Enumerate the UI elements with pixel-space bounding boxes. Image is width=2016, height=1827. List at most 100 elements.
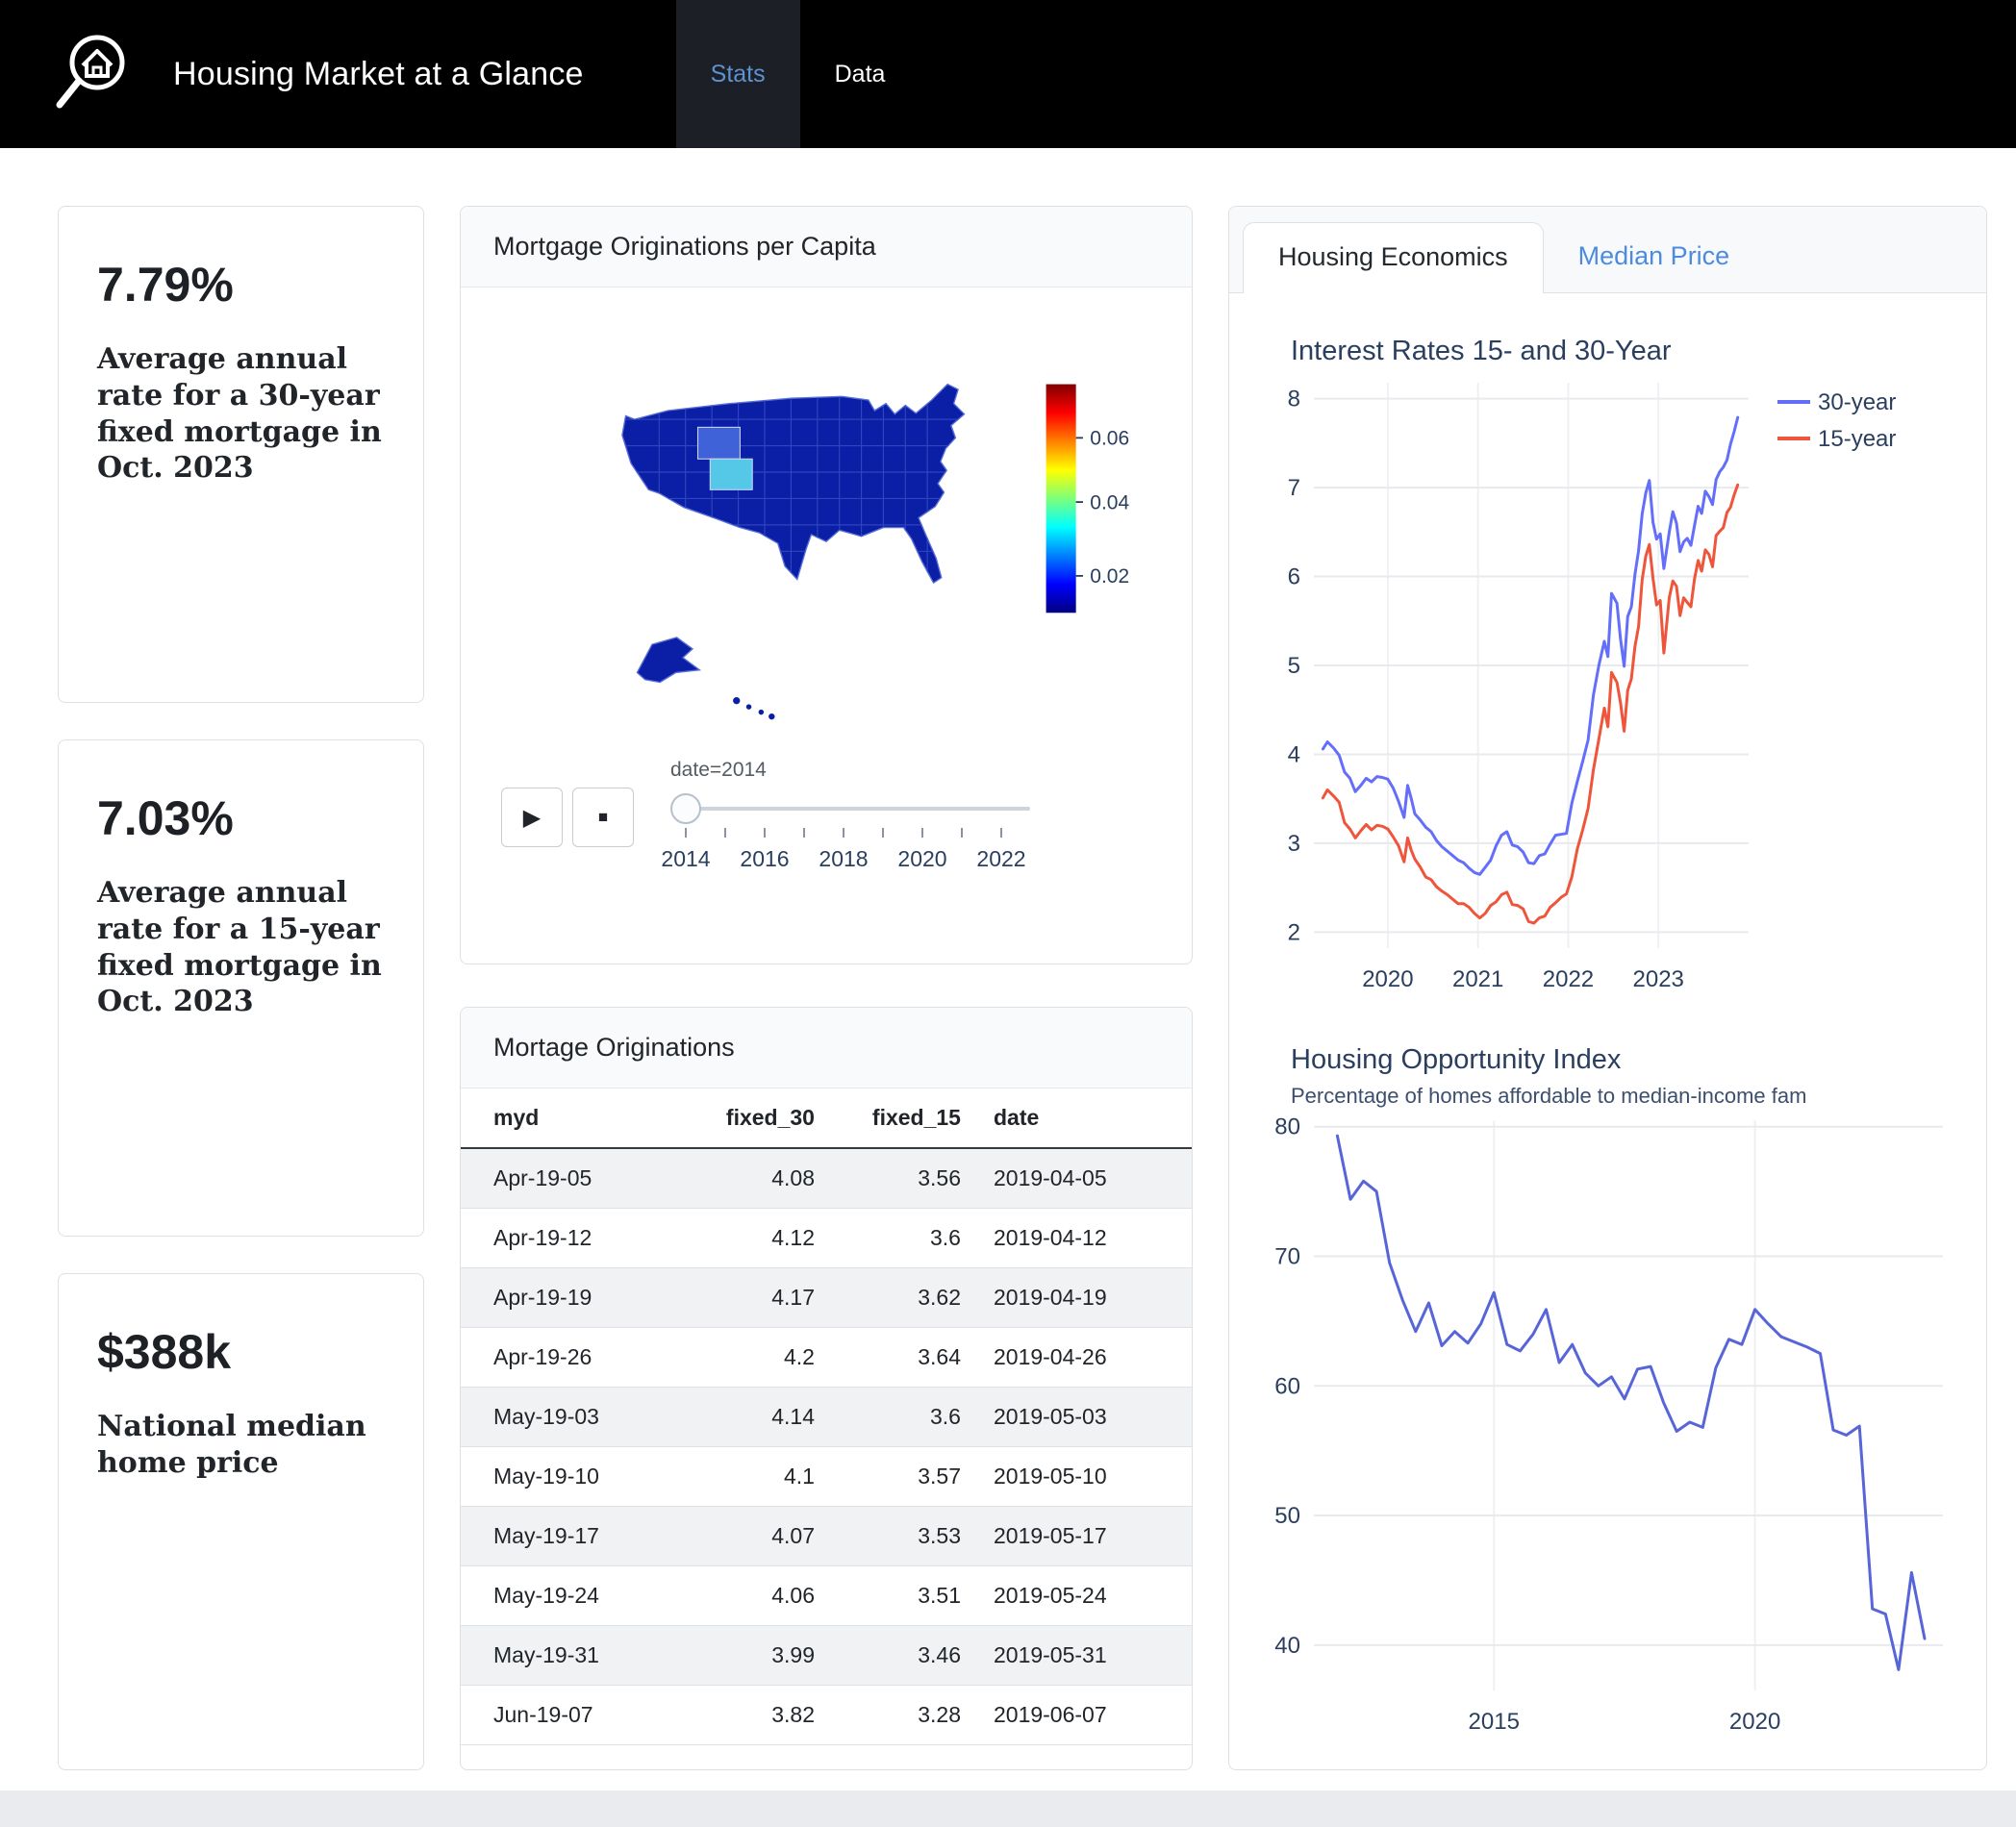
y-tick-label: 50 bbox=[1274, 1503, 1300, 1529]
table-cell: 2019-04-26 bbox=[971, 1327, 1192, 1388]
stat-value: $388k bbox=[97, 1325, 232, 1379]
table-cell: May-19-31 bbox=[461, 1625, 673, 1686]
stat-card-median-price: $388k National median home price bbox=[58, 1273, 424, 1770]
date-slider: date=2014 2014 2016 2018 2020 2022 bbox=[661, 759, 1046, 883]
tab-median-price[interactable]: Median Price bbox=[1577, 241, 1730, 270]
slider-track-area: 2014 2016 2018 2020 2022 bbox=[661, 793, 1030, 871]
table-cell: May-19-10 bbox=[461, 1446, 673, 1507]
nav-tab-stats[interactable]: Stats bbox=[675, 0, 800, 148]
table-row: Jun-19-07 3.82 3.28 2019-06-07 bbox=[461, 1685, 1192, 1745]
stat-description: National median home price bbox=[97, 1410, 366, 1480]
table-cell: Apr-19-19 bbox=[461, 1267, 673, 1328]
table-header-row: myd fixed_30 fixed_15 date bbox=[461, 1089, 1192, 1149]
table-row: May-19-24 4.06 3.51 2019-05-24 bbox=[461, 1565, 1192, 1626]
table-row: May-19-03 4.14 3.6 2019-05-03 bbox=[461, 1387, 1192, 1447]
hoi-chart: 40 50 60 70 80 2015 2020 bbox=[1274, 1114, 1943, 1735]
x-tick-label: 2020 bbox=[1729, 1709, 1780, 1735]
us-choropleth-map: 0.06 0.04 0.02 bbox=[621, 383, 1130, 720]
table-cell: Apr-19-26 bbox=[461, 1327, 673, 1388]
series-HOI bbox=[1335, 1134, 1927, 1671]
originations-table: myd fixed_30 fixed_15 date Apr-19-05 4.08… bbox=[461, 1089, 1192, 1745]
x-tick-label: 2021 bbox=[1452, 966, 1503, 992]
table-cell: 3.28 bbox=[825, 1685, 972, 1745]
app-title: Housing Market at a Glance bbox=[173, 55, 584, 92]
y-tick-label: 80 bbox=[1274, 1114, 1300, 1140]
state-hawaii bbox=[733, 697, 775, 720]
table-cell: Apr-19-12 bbox=[461, 1208, 673, 1268]
legend-label[interactable]: 15-year bbox=[1818, 426, 1896, 452]
legend-label[interactable]: 30-year bbox=[1818, 389, 1896, 415]
app-logo bbox=[44, 21, 140, 127]
x-tick-label: 2022 bbox=[1543, 966, 1594, 992]
x-tick-label: 2023 bbox=[1633, 966, 1684, 992]
app-logo-icon bbox=[56, 35, 125, 109]
table-cell: 4.1 bbox=[672, 1446, 826, 1507]
main-nav: Stats Data bbox=[675, 0, 920, 148]
stat-value: 7.79% bbox=[97, 258, 234, 312]
table-cell: 3.53 bbox=[825, 1506, 972, 1566]
table-cell: 4.17 bbox=[672, 1267, 826, 1328]
nav-tab-data[interactable]: Data bbox=[834, 60, 886, 88]
play-icon: ▶ bbox=[522, 804, 542, 831]
table-row: May-19-10 4.1 3.57 2019-05-10 bbox=[461, 1446, 1192, 1507]
table-cell: May-19-24 bbox=[461, 1565, 673, 1626]
series-30-year bbox=[1321, 415, 1740, 876]
table-row: Apr-19-12 4.12 3.6 2019-04-12 bbox=[461, 1208, 1192, 1268]
colorbar bbox=[1046, 384, 1076, 613]
table-cell: 2019-05-10 bbox=[971, 1446, 1192, 1507]
y-tick-label: 40 bbox=[1274, 1633, 1300, 1659]
table-cell: 4.08 bbox=[672, 1148, 826, 1209]
table-cell: 3.51 bbox=[825, 1565, 972, 1626]
colorbar-tick-label: 0.04 bbox=[1090, 491, 1129, 513]
table-cell: 4.07 bbox=[672, 1506, 826, 1566]
x-tick-label: 2020 bbox=[1362, 966, 1413, 992]
slider-tick-label: 2020 bbox=[897, 846, 946, 871]
column-header-date: date bbox=[971, 1089, 1192, 1149]
colorbar-tick-label: 0.02 bbox=[1090, 565, 1129, 588]
x-tick-label: 2015 bbox=[1469, 1709, 1520, 1735]
table-cell: 3.6 bbox=[825, 1208, 972, 1268]
tab-housing-economics[interactable]: Housing Economics bbox=[1243, 222, 1544, 293]
y-tick-label: 7 bbox=[1288, 475, 1300, 501]
stat-description: Average annual rate for a 15-year fixed … bbox=[97, 876, 382, 1019]
table-row: Apr-19-05 4.08 3.56 2019-04-05 bbox=[461, 1148, 1192, 1209]
stop-button[interactable]: ■ bbox=[572, 788, 634, 847]
economics-card: Housing Economics Median Price Interest … bbox=[1228, 206, 1987, 1770]
stat-value: 7.03% bbox=[97, 791, 234, 845]
table-cell: 2019-04-19 bbox=[971, 1267, 1192, 1328]
table-cell: 3.46 bbox=[825, 1625, 972, 1686]
map-animation-controls: ▶ ■ date=2014 2014 2016 2018 2020 2022 bbox=[461, 759, 1192, 883]
table-cell: 4.14 bbox=[672, 1387, 826, 1447]
slider-tick-label: 2022 bbox=[976, 846, 1025, 871]
table-cell: 2019-05-24 bbox=[971, 1565, 1192, 1626]
table-cell: 4.12 bbox=[672, 1208, 826, 1268]
table-cell: May-19-03 bbox=[461, 1387, 673, 1447]
state-wyoming bbox=[696, 426, 741, 460]
slider-handle[interactable] bbox=[670, 793, 701, 824]
hoi-chart-subtitle: Percentage of homes affordable to median… bbox=[1291, 1084, 1807, 1108]
slider-current-value: date=2014 bbox=[670, 759, 767, 781]
column-header-myd: myd bbox=[461, 1089, 673, 1149]
app-header: Housing Market at a Glance Stats Data bbox=[0, 0, 2016, 148]
table-cell: 2019-05-31 bbox=[971, 1625, 1192, 1686]
map-card-title: Mortgage Originations per Capita bbox=[461, 207, 1192, 288]
table-cell: 2019-04-12 bbox=[971, 1208, 1192, 1268]
table-cell: 3.57 bbox=[825, 1446, 972, 1507]
stat-card-30yr-rate: 7.79% Average annual rate for a 30-year … bbox=[58, 206, 424, 703]
slider-tick-label: 2014 bbox=[661, 846, 710, 871]
y-tick-label: 70 bbox=[1274, 1244, 1300, 1270]
state-colorado bbox=[709, 458, 753, 490]
table-cell: 2019-05-03 bbox=[971, 1387, 1192, 1447]
y-tick-label: 4 bbox=[1288, 741, 1300, 767]
map-card: Mortgage Originations per Capita bbox=[460, 206, 1193, 964]
card-tabs: Housing Economics Median Price bbox=[1229, 207, 1986, 293]
y-tick-label: 8 bbox=[1288, 387, 1300, 413]
series-15-year bbox=[1321, 483, 1740, 925]
table-cell: 3.64 bbox=[825, 1327, 972, 1388]
stats-column: 7.79% Average annual rate for a 30-year … bbox=[58, 206, 424, 1770]
table-row: Apr-19-26 4.2 3.64 2019-04-26 bbox=[461, 1327, 1192, 1388]
interest-rates-chart: 2 3 4 5 6 7 8 2020 2021 2022 2023 30-year 15-year bbox=[1288, 383, 1896, 992]
table-cell: 3.56 bbox=[825, 1148, 972, 1209]
play-button[interactable]: ▶ bbox=[501, 788, 563, 847]
table-cell: Apr-19-05 bbox=[461, 1148, 673, 1209]
